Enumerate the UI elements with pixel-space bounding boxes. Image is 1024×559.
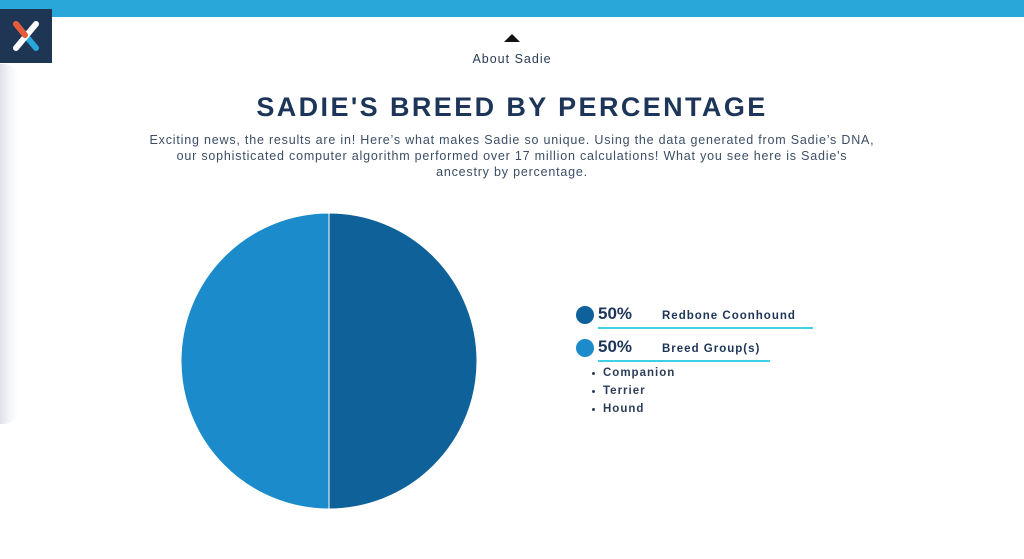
top-bar <box>0 0 1024 17</box>
nav-about-sadie[interactable]: About Sadie <box>472 52 552 66</box>
legend: 50% Redbone Coonhound 50% Breed Group(s) <box>576 303 836 369</box>
logo[interactable] <box>0 9 52 63</box>
legend-label: Redbone Coonhound <box>662 310 796 322</box>
pie-slice-redbone-coonhound <box>328 212 478 510</box>
list-item: Terrier <box>592 382 675 400</box>
legend-percent: 50% <box>598 337 633 356</box>
legend-item-redbone: 50% Redbone Coonhound <box>576 303 836 333</box>
legend-dot-icon <box>576 306 594 324</box>
legend-dot-icon <box>576 339 594 357</box>
legend-underline <box>598 360 770 362</box>
page-title: SADIE'S BREED BY PERCENTAGE <box>256 92 768 122</box>
breed-group-list: Companion Terrier Hound <box>592 364 675 418</box>
side-panel-edge <box>0 64 18 424</box>
breed-pie-chart <box>180 212 478 510</box>
list-item: Hound <box>592 400 675 418</box>
legend-item-breed-groups: 50% Breed Group(s) <box>576 336 836 366</box>
list-item: Companion <box>592 364 675 382</box>
legend-percent: 50% <box>598 304 633 323</box>
logo-icon <box>13 21 39 51</box>
scroll-up-arrow-icon[interactable] <box>504 34 520 42</box>
legend-label: Breed Group(s) <box>662 343 761 355</box>
intro-text: Exciting news, the results are in! Here’… <box>149 133 875 179</box>
pie-slice-breed-group-s <box>180 212 330 510</box>
legend-underline <box>598 327 813 329</box>
